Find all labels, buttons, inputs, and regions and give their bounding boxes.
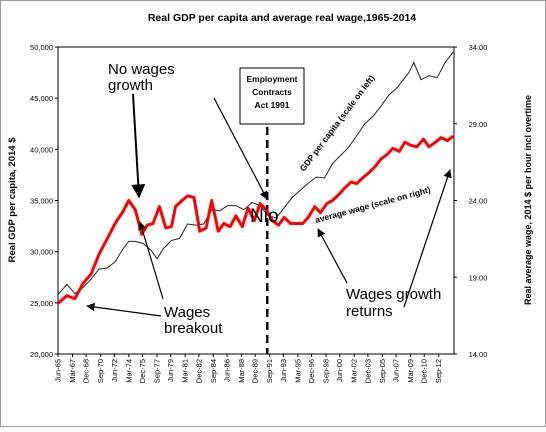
gdp-series-line	[57, 51, 454, 295]
event-box	[239, 67, 305, 125]
x-tick-label: Dec-03	[363, 359, 372, 383]
arrow-returns-to-wage	[317, 228, 348, 284]
arrow-act-to-gdp	[213, 97, 268, 200]
x-tick-label: Dec-96	[307, 359, 316, 383]
left-tick-label: 50,000	[30, 43, 53, 52]
left-tick-label: 40,000	[30, 145, 53, 154]
event-label-line-2: Contracts	[252, 87, 292, 97]
annotation-nio: Nio	[250, 206, 279, 227]
left-tick-label: 30,000	[30, 248, 53, 257]
right-axis: 14.00 19.00 24.00 29.00 34.00	[454, 43, 487, 359]
right-axis-label: Real average wage, 2014 $ per hour incl …	[523, 95, 533, 305]
chart-title: Real GDP per capita and average real wag…	[148, 12, 416, 24]
left-axis: 20,000 25,000 30,000 35,000 40,000 45,000 50,0…	[30, 43, 58, 359]
right-tick-label: 34.00	[469, 43, 488, 52]
event-label-box: Employment Contracts Act 1991	[239, 67, 305, 125]
x-tick-label: Dec-75	[138, 359, 147, 383]
annotation-returns-line-2: returns	[346, 303, 393, 320]
arrow-breakout-to-start	[86, 302, 162, 317]
x-tick-label: Sep-05	[378, 359, 387, 383]
left-tick-label: 45,000	[30, 94, 53, 103]
x-tick-label: Jun-65	[54, 359, 63, 382]
annotation-no-wages-line-1: No wages	[108, 61, 175, 78]
x-tick-label: Jun-79	[166, 359, 175, 382]
arrow-no-wages-to-peak	[131, 93, 146, 199]
x-tick-label: Mar-02	[350, 359, 359, 383]
x-tick-label: Sep-77	[153, 359, 162, 383]
x-tick-label: Jun-86	[223, 359, 232, 382]
x-tick-label: Dec-10	[420, 359, 429, 383]
annotations: No wages growth Wages breakout Wages gro…	[86, 61, 452, 337]
x-tick-label: Jun-00	[335, 359, 344, 382]
event-label-line-3: Act 1991	[255, 100, 290, 110]
left-tick-label: 20,000	[30, 350, 53, 359]
x-tick-label: Sep-12	[434, 359, 443, 383]
x-tick-label: Sep-98	[322, 359, 331, 383]
left-tick-label: 25,000	[30, 299, 53, 308]
arrow-breakout-to-peak	[138, 221, 164, 300]
x-tick-label: Mar-88	[237, 359, 246, 383]
event-label-line-1: Employment	[246, 74, 297, 84]
x-tick-label: Dec-89	[251, 359, 260, 383]
right-tick-label: 29.00	[469, 120, 488, 129]
right-tick-label: 24.00	[469, 197, 488, 206]
x-axis: Jun-65 Mar-67 Dec-68 Sep-70 Jun-72 Mar-74 Dec-…	[54, 354, 443, 383]
x-tick-label: Jun-93	[279, 359, 288, 382]
left-tick-label: 35,000	[30, 197, 53, 206]
x-tick-label: Mar-67	[68, 359, 77, 383]
x-tick-label: Dec-68	[82, 359, 91, 383]
x-tick-label: Sep-91	[265, 359, 274, 383]
x-tick-label: Sep-70	[96, 359, 105, 383]
right-tick-label: 19.00	[469, 273, 488, 282]
annotation-breakout-line-1: Wages	[164, 304, 210, 321]
x-tick-label: Jun-07	[392, 359, 401, 382]
x-tick-label: Jun-72	[110, 359, 119, 382]
x-tick-label: Mar-81	[181, 359, 190, 383]
x-tick-label: Dec-82	[194, 359, 203, 383]
x-tick-label: Mar-95	[293, 359, 302, 383]
annotation-returns-line-1: Wages growth	[346, 286, 441, 303]
x-tick-label: Mar-74	[124, 359, 133, 383]
right-tick-label: 14.00	[469, 350, 488, 359]
annotation-breakout-line-2: breakout	[164, 320, 223, 337]
x-tick-label: Mar-09	[406, 359, 415, 383]
left-axis-label: Real GDP per capita, 2014 $	[7, 137, 18, 263]
arrow-returns-to-end	[403, 169, 452, 308]
x-tick-label: Sep-84	[209, 359, 218, 383]
annotation-no-wages-line-2: growth	[108, 77, 153, 94]
